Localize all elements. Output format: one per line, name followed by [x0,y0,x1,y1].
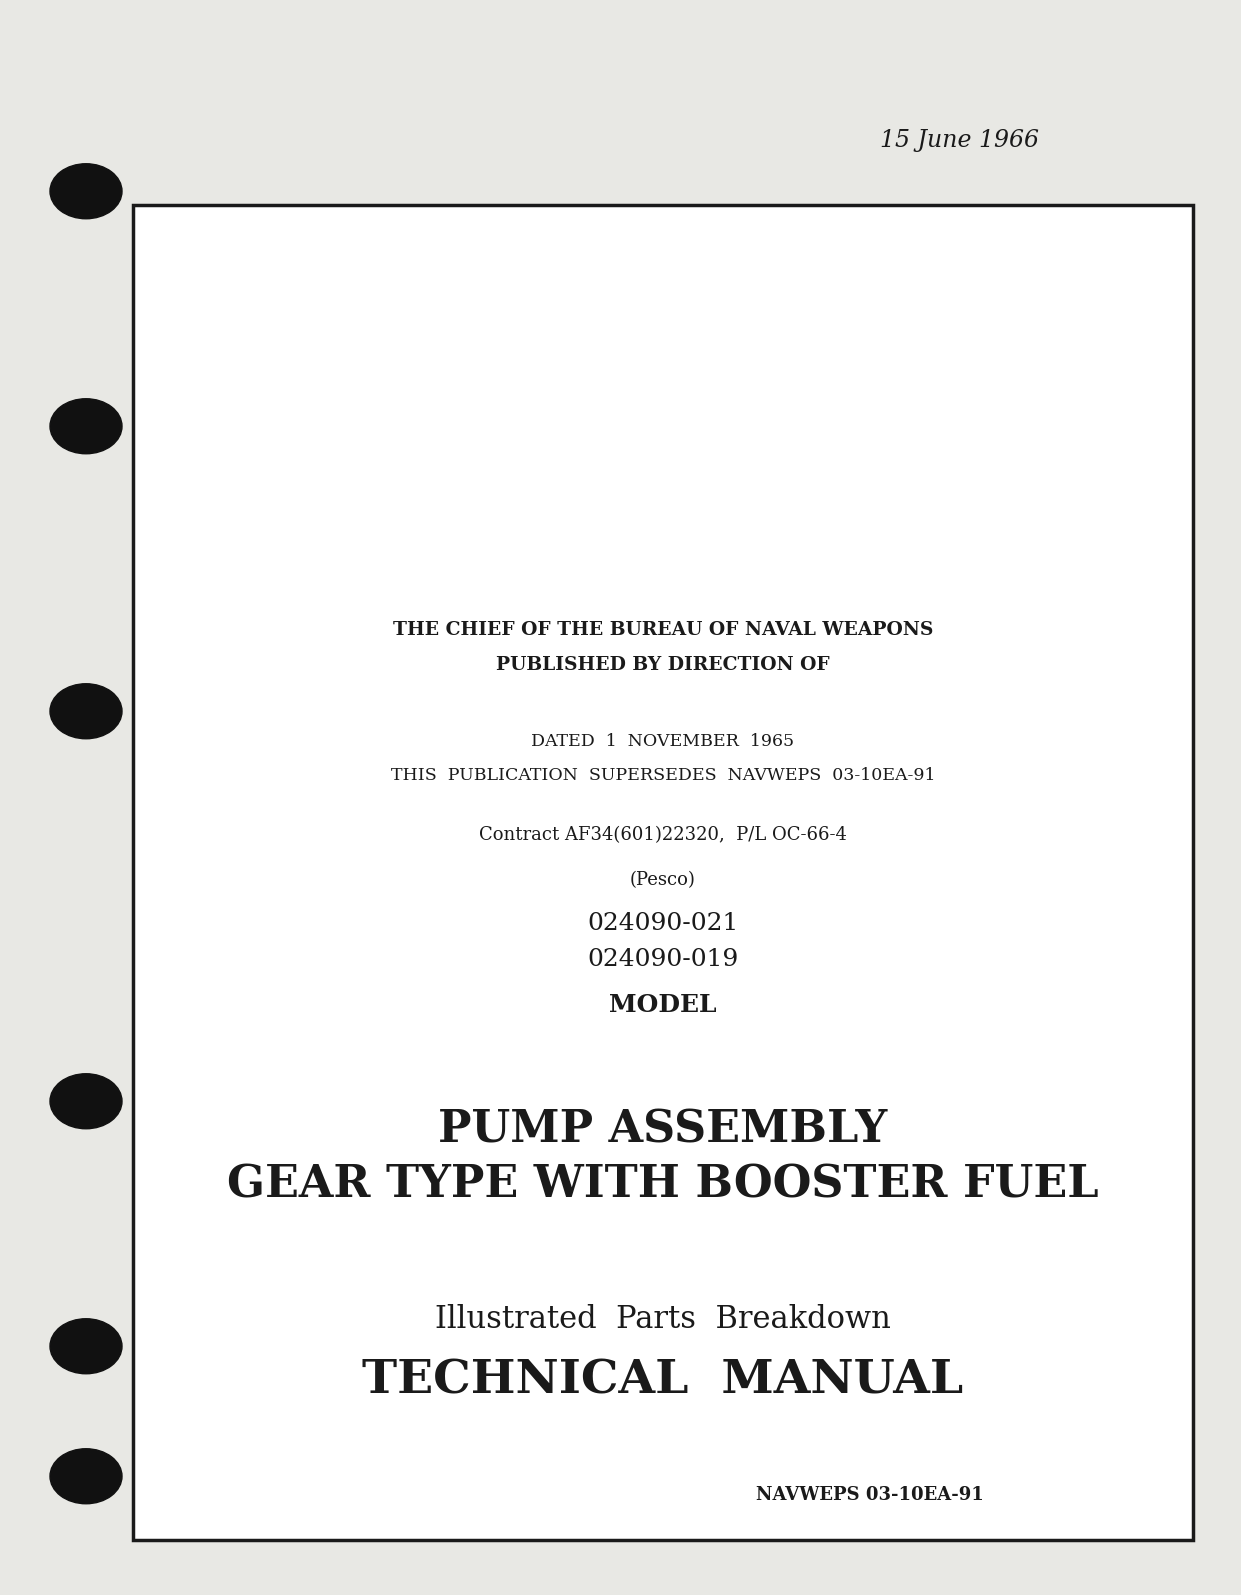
Text: PUMP ASSEMBLY: PUMP ASSEMBLY [438,1109,887,1152]
Ellipse shape [50,1448,122,1504]
Text: DATED  1  NOVEMBER  1965: DATED 1 NOVEMBER 1965 [531,734,794,751]
Text: Illustrated  Parts  Breakdown: Illustrated Parts Breakdown [436,1305,891,1335]
Ellipse shape [50,399,122,453]
Text: MODEL: MODEL [609,994,717,1018]
Text: THIS  PUBLICATION  SUPERSEDES  NAVWEPS  03-10EA-91: THIS PUBLICATION SUPERSEDES NAVWEPS 03-1… [391,767,936,783]
Ellipse shape [50,1319,122,1373]
Text: 15 June 1966: 15 June 1966 [881,129,1040,152]
Text: TECHNICAL  MANUAL: TECHNICAL MANUAL [362,1357,963,1404]
Text: NAVWEPS 03-10EA-91: NAVWEPS 03-10EA-91 [756,1487,984,1504]
Text: THE CHIEF OF THE BUREAU OF NAVAL WEAPONS: THE CHIEF OF THE BUREAU OF NAVAL WEAPONS [393,620,933,640]
Text: GEAR TYPE WITH BOOSTER FUEL: GEAR TYPE WITH BOOSTER FUEL [227,1163,1098,1206]
Text: PUBLISHED BY DIRECTION OF: PUBLISHED BY DIRECTION OF [496,656,830,675]
Text: 024090-019: 024090-019 [587,949,738,971]
Ellipse shape [50,684,122,738]
Ellipse shape [50,1073,122,1129]
Text: 024090-021: 024090-021 [587,911,738,935]
Ellipse shape [50,164,122,219]
Text: (Pesco): (Pesco) [630,871,696,888]
Text: Contract AF34(601)22320,  P/L OC-66-4: Contract AF34(601)22320, P/L OC-66-4 [479,826,846,844]
Bar [133,206,1193,1541]
